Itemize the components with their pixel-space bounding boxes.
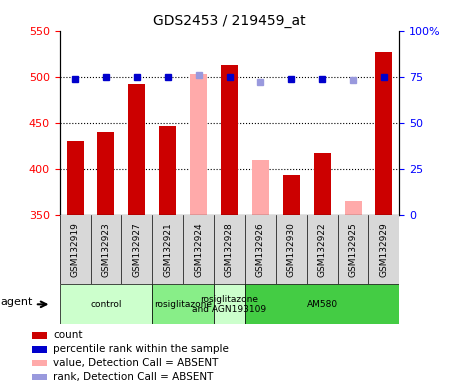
Bar <box>32 360 47 366</box>
Text: GSM132921: GSM132921 <box>163 222 172 277</box>
Bar <box>32 346 47 353</box>
Text: GSM132924: GSM132924 <box>194 222 203 277</box>
Bar <box>375 52 392 215</box>
Text: percentile rank within the sample: percentile rank within the sample <box>54 344 230 354</box>
Text: GSM132928: GSM132928 <box>225 222 234 277</box>
Bar <box>159 126 176 215</box>
Text: GSM132925: GSM132925 <box>348 222 358 277</box>
Text: GSM132922: GSM132922 <box>318 222 327 277</box>
Bar <box>345 201 362 215</box>
Text: GSM132927: GSM132927 <box>132 222 141 277</box>
Text: rosiglitazone: rosiglitazone <box>154 300 212 309</box>
Text: agent: agent <box>0 297 33 308</box>
Bar <box>32 374 47 381</box>
Text: GSM132926: GSM132926 <box>256 222 265 277</box>
Text: GSM132923: GSM132923 <box>101 222 111 277</box>
Bar <box>97 132 114 215</box>
Title: GDS2453 / 219459_at: GDS2453 / 219459_at <box>153 14 306 28</box>
Text: control: control <box>90 300 122 309</box>
Text: GSM132919: GSM132919 <box>71 222 79 277</box>
Bar <box>60 215 399 284</box>
Bar <box>60 284 152 324</box>
Text: rosiglitazone
and AGN193109: rosiglitazone and AGN193109 <box>192 295 267 314</box>
Bar <box>245 284 399 324</box>
Bar <box>190 74 207 215</box>
Bar <box>129 84 146 215</box>
Bar <box>313 153 330 215</box>
Bar <box>32 332 47 339</box>
Bar <box>283 175 300 215</box>
Bar <box>252 160 269 215</box>
Text: rank, Detection Call = ABSENT: rank, Detection Call = ABSENT <box>54 372 214 382</box>
Text: count: count <box>54 330 83 340</box>
Bar <box>221 65 238 215</box>
Bar <box>152 284 214 324</box>
Bar <box>214 284 245 324</box>
Text: AM580: AM580 <box>307 300 338 309</box>
Text: value, Detection Call = ABSENT: value, Detection Call = ABSENT <box>54 358 219 368</box>
Text: GSM132929: GSM132929 <box>380 222 388 277</box>
Text: GSM132930: GSM132930 <box>287 222 296 277</box>
Bar <box>67 141 84 215</box>
